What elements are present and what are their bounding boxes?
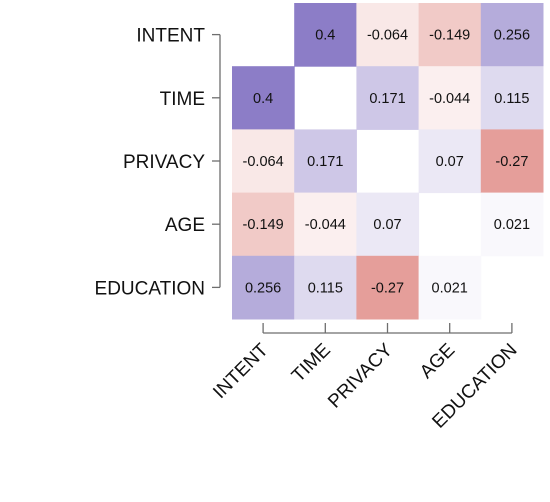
value-label-education-intent: 0.256 [245, 280, 281, 296]
value-label-education-time: 0.115 [308, 280, 343, 296]
value-label-education-privacy: -0.27 [371, 280, 404, 296]
value-label-age-time: -0.044 [305, 217, 346, 233]
row-label-education: EDUCATION [95, 278, 205, 299]
row-label-intent: INTENT [136, 26, 205, 47]
value-label-time-age: -0.044 [429, 91, 470, 107]
value-label-privacy-intent: -0.064 [243, 154, 284, 170]
value-label-age-privacy: 0.07 [373, 217, 401, 233]
value-label-intent-time: 0.4 [315, 28, 335, 44]
heatmap-cell-time-privacy [356, 66, 420, 130]
value-label-privacy-age: 0.07 [436, 154, 464, 170]
heatmap-cell-education-age [418, 255, 482, 320]
value-label-privacy-time: 0.171 [307, 154, 343, 170]
column-label-privacy: PRIVACY [324, 339, 397, 412]
value-label-intent-education: 0.256 [494, 28, 530, 44]
heatmap-cell-education-privacy [356, 255, 420, 320]
row-label-privacy: PRIVACY [123, 152, 205, 173]
column-label-intent: INTENT [209, 339, 273, 403]
column-label-time: TIME [288, 340, 335, 387]
heatmap-cell-age-privacy [356, 192, 420, 257]
heatmap-cell-education-time [294, 255, 357, 320]
value-label-age-education: 0.021 [494, 217, 530, 233]
value-label-intent-privacy: -0.064 [367, 28, 408, 44]
heatmap-cell-time-age [418, 66, 482, 130]
heatmap-cell-time-intent [232, 66, 295, 130]
heatmap-cell-intent-education [480, 3, 544, 67]
value-label-intent-age: -0.149 [429, 28, 470, 44]
value-label-time-education: 0.115 [494, 91, 529, 107]
heatmap-cell-intent-time [294, 3, 357, 67]
row-label-age: AGE [165, 215, 205, 236]
heatmap-cell-privacy-intent [232, 129, 295, 194]
heatmap-cell-time-education [480, 66, 544, 130]
heatmap-cell-privacy-education [480, 129, 544, 194]
heatmap-cell-age-intent [232, 192, 295, 257]
heatmap-cell-age-education [480, 192, 544, 257]
heatmap-cell-intent-privacy [356, 3, 420, 67]
row-label-time: TIME [160, 89, 205, 110]
heatmap-cells [232, 3, 544, 320]
heatmap-value-labels: 0.4 -0.064 -0.149 0.256 0.4 0.171 -0.044 0.115 -… [243, 28, 531, 297]
value-label-time-intent: 0.4 [253, 91, 273, 107]
value-label-time-privacy: 0.171 [369, 91, 405, 107]
heatmap-cell-age-time [294, 192, 357, 257]
heatmap-cell-privacy-age [418, 129, 482, 194]
heatmap-cell-education-intent [232, 255, 295, 320]
value-label-privacy-education: -0.27 [495, 154, 528, 170]
row-axis: INTENT TIME PRIVACY AGE EDUCATION [95, 26, 221, 299]
value-label-age-intent: -0.149 [243, 217, 284, 233]
heatmap-cell-privacy-time [294, 129, 357, 194]
value-label-education-age: 0.021 [432, 280, 468, 296]
column-label-age: AGE [416, 340, 459, 383]
heatmap-cell-intent-age [418, 3, 482, 67]
